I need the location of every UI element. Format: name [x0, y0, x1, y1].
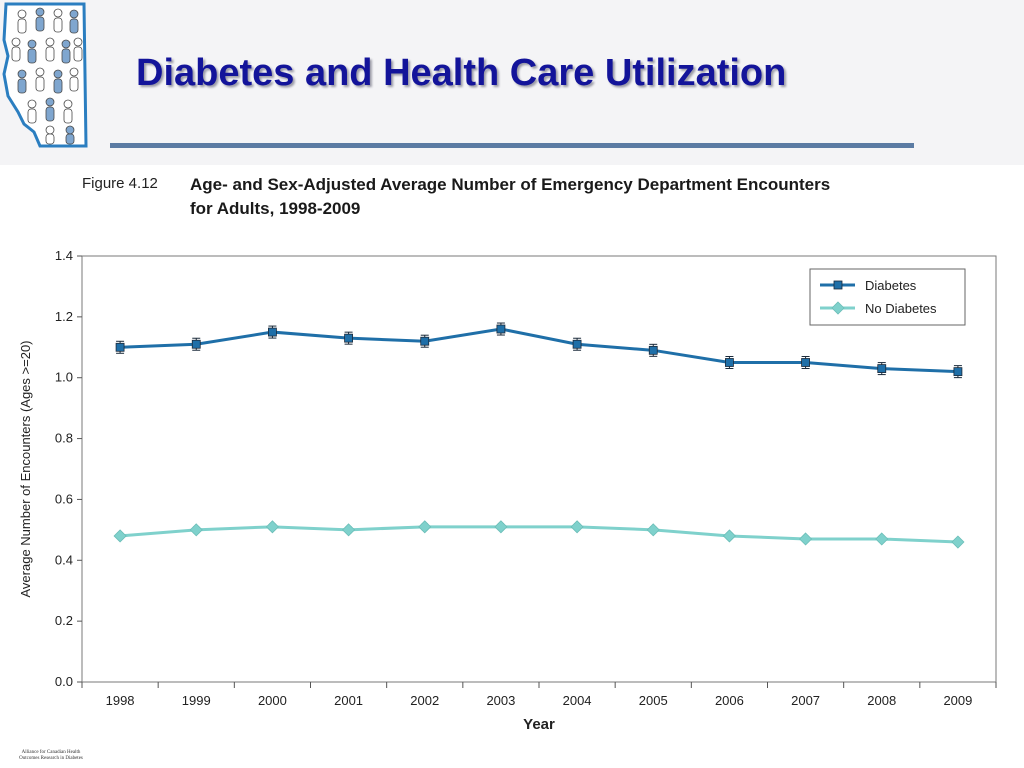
data-point-square [953, 367, 963, 377]
data-point-diamond [570, 520, 584, 534]
data-point-diamond [646, 523, 660, 537]
footer-org-line-2: Outcomes Research in Diabetes [19, 756, 83, 761]
data-point-diamond [342, 523, 356, 537]
population-map-logo [2, 2, 88, 148]
data-point-square [420, 336, 430, 346]
x-tick-label: 2001 [334, 693, 363, 708]
data-point-square [648, 345, 658, 355]
footer-org-line-1: Alliance for Canadian Health [21, 750, 81, 755]
data-point-diamond [799, 532, 813, 546]
data-point-diamond [722, 529, 736, 543]
data-point-diamond [189, 523, 203, 537]
legend-label: No Diabetes [865, 301, 937, 316]
y-tick-label: 1.2 [55, 309, 73, 324]
figure-number: Figure 4.12 [82, 175, 158, 192]
x-tick-label: 1999 [182, 693, 211, 708]
title-divider [110, 143, 914, 148]
legend-label: Diabetes [865, 278, 917, 293]
y-tick-label: 0.0 [55, 674, 73, 689]
data-point-diamond [418, 520, 432, 534]
data-point-square [496, 324, 506, 334]
data-point-diamond [494, 520, 508, 534]
data-point-square [801, 358, 810, 367]
data-point-square [268, 327, 277, 337]
x-tick-label: 2005 [639, 693, 668, 708]
y-tick-label: 1.0 [55, 370, 73, 385]
y-tick-label: 0.8 [55, 431, 73, 446]
legend-box [809, 268, 966, 326]
series-line-1 [119, 525, 958, 544]
y-tick-label: 0.4 [55, 552, 73, 567]
data-point-square [572, 339, 582, 349]
x-tick-label: 2003 [486, 693, 515, 708]
x-tick-label: 2008 [867, 693, 896, 708]
data-point-square [877, 364, 887, 373]
legend-marker-square [833, 280, 843, 290]
x-tick-label: 2000 [258, 693, 287, 708]
y-tick-label: 1.4 [55, 248, 73, 263]
footer-organization-logo: Alliance for Canadian Health Outcomes Re… [0, 750, 102, 768]
data-point-diamond [265, 520, 279, 534]
series-line-0 [120, 327, 958, 374]
legend-marker-diamond [831, 301, 845, 315]
x-tick-label: 2006 [715, 693, 744, 708]
x-tick-label: 2002 [410, 693, 439, 708]
data-point-square [191, 339, 201, 349]
data-point-diamond [875, 532, 889, 546]
figure-panel [2, 168, 1022, 748]
figure-caption: Age- and Sex-Adjusted Average Number of … [190, 173, 990, 221]
x-tick-label: 2007 [791, 693, 820, 708]
x-tick-label: 2009 [943, 693, 972, 708]
y-axis-title: Average Number of Encounters (Ages >=20) [18, 340, 33, 597]
x-axis-title: Year [523, 716, 555, 733]
data-point-diamond [113, 529, 127, 543]
x-tick-label: 2004 [563, 693, 592, 708]
slide-title: Diabetes and Health Care Utilization [136, 52, 787, 94]
figure-caption-line-2: for Adults, 1998-2009 [190, 199, 361, 218]
y-tick-label: 0.6 [55, 491, 73, 506]
data-point-square [115, 342, 125, 352]
slide-header-background [0, 0, 1024, 165]
y-tick-label: 0.2 [55, 613, 73, 628]
x-tick-label: 1998 [106, 693, 135, 708]
figure-caption-line-1: Age- and Sex-Adjusted Average Number of … [190, 175, 831, 194]
data-point-square [344, 333, 353, 343]
data-point-square [725, 358, 734, 367]
data-point-diamond [951, 535, 965, 549]
